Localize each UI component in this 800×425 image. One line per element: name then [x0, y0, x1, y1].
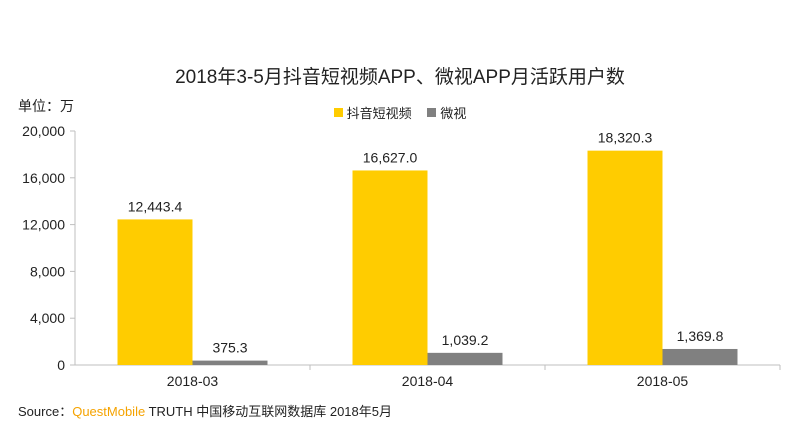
data-label: 12,443.4 [128, 198, 183, 214]
bar-douyin [587, 150, 663, 365]
legend-item-weishi: 微视 [427, 103, 466, 122]
source-brand: QuestMobile [72, 404, 146, 419]
chart-title: 2018年3-5月抖音短视频APP、微视APP月活跃用户数 [175, 67, 625, 88]
y-tick-label: 0 [57, 357, 65, 373]
source-note: Source：QuestMobile TRUTH 中国移动互联网数据库 2018… [18, 401, 392, 420]
legend-item-douyin: 抖音短视频 [333, 103, 412, 122]
y-tick-label: 12,000 [22, 217, 65, 233]
y-tick-label: 4,000 [30, 310, 65, 326]
legend-swatch-douyin [333, 108, 343, 117]
x-tick-label: 2018-05 [637, 373, 689, 389]
legend-swatch-weishi [427, 108, 437, 117]
legend-label-douyin: 抖音短视频 [346, 106, 412, 121]
bar-weishi [192, 360, 268, 365]
bar-weishi [427, 352, 503, 365]
data-label: 375.3 [212, 340, 247, 356]
bar-douyin [352, 170, 428, 365]
data-label: 16,627.0 [363, 149, 418, 165]
unit-label: 单位：万 [18, 98, 74, 114]
x-tick-label: 2018-03 [167, 373, 219, 389]
bar-douyin [117, 219, 193, 365]
data-label: 1,039.2 [442, 332, 489, 348]
legend-label-weishi: 微视 [440, 106, 467, 121]
bar-weishi [662, 348, 738, 365]
y-tick-label: 8,000 [30, 263, 65, 279]
source-rest: TRUTH 中国移动互联网数据库 2018年5月 [145, 404, 392, 419]
y-tick-label: 20,000 [22, 123, 65, 139]
data-label: 1,369.8 [677, 328, 724, 344]
legend: 抖音短视频 微视 [0, 103, 800, 122]
source-prefix: Source： [18, 404, 73, 419]
x-tick-label: 2018-04 [402, 373, 454, 389]
y-tick-label: 16,000 [22, 170, 65, 186]
data-label: 18,320.3 [598, 130, 653, 146]
